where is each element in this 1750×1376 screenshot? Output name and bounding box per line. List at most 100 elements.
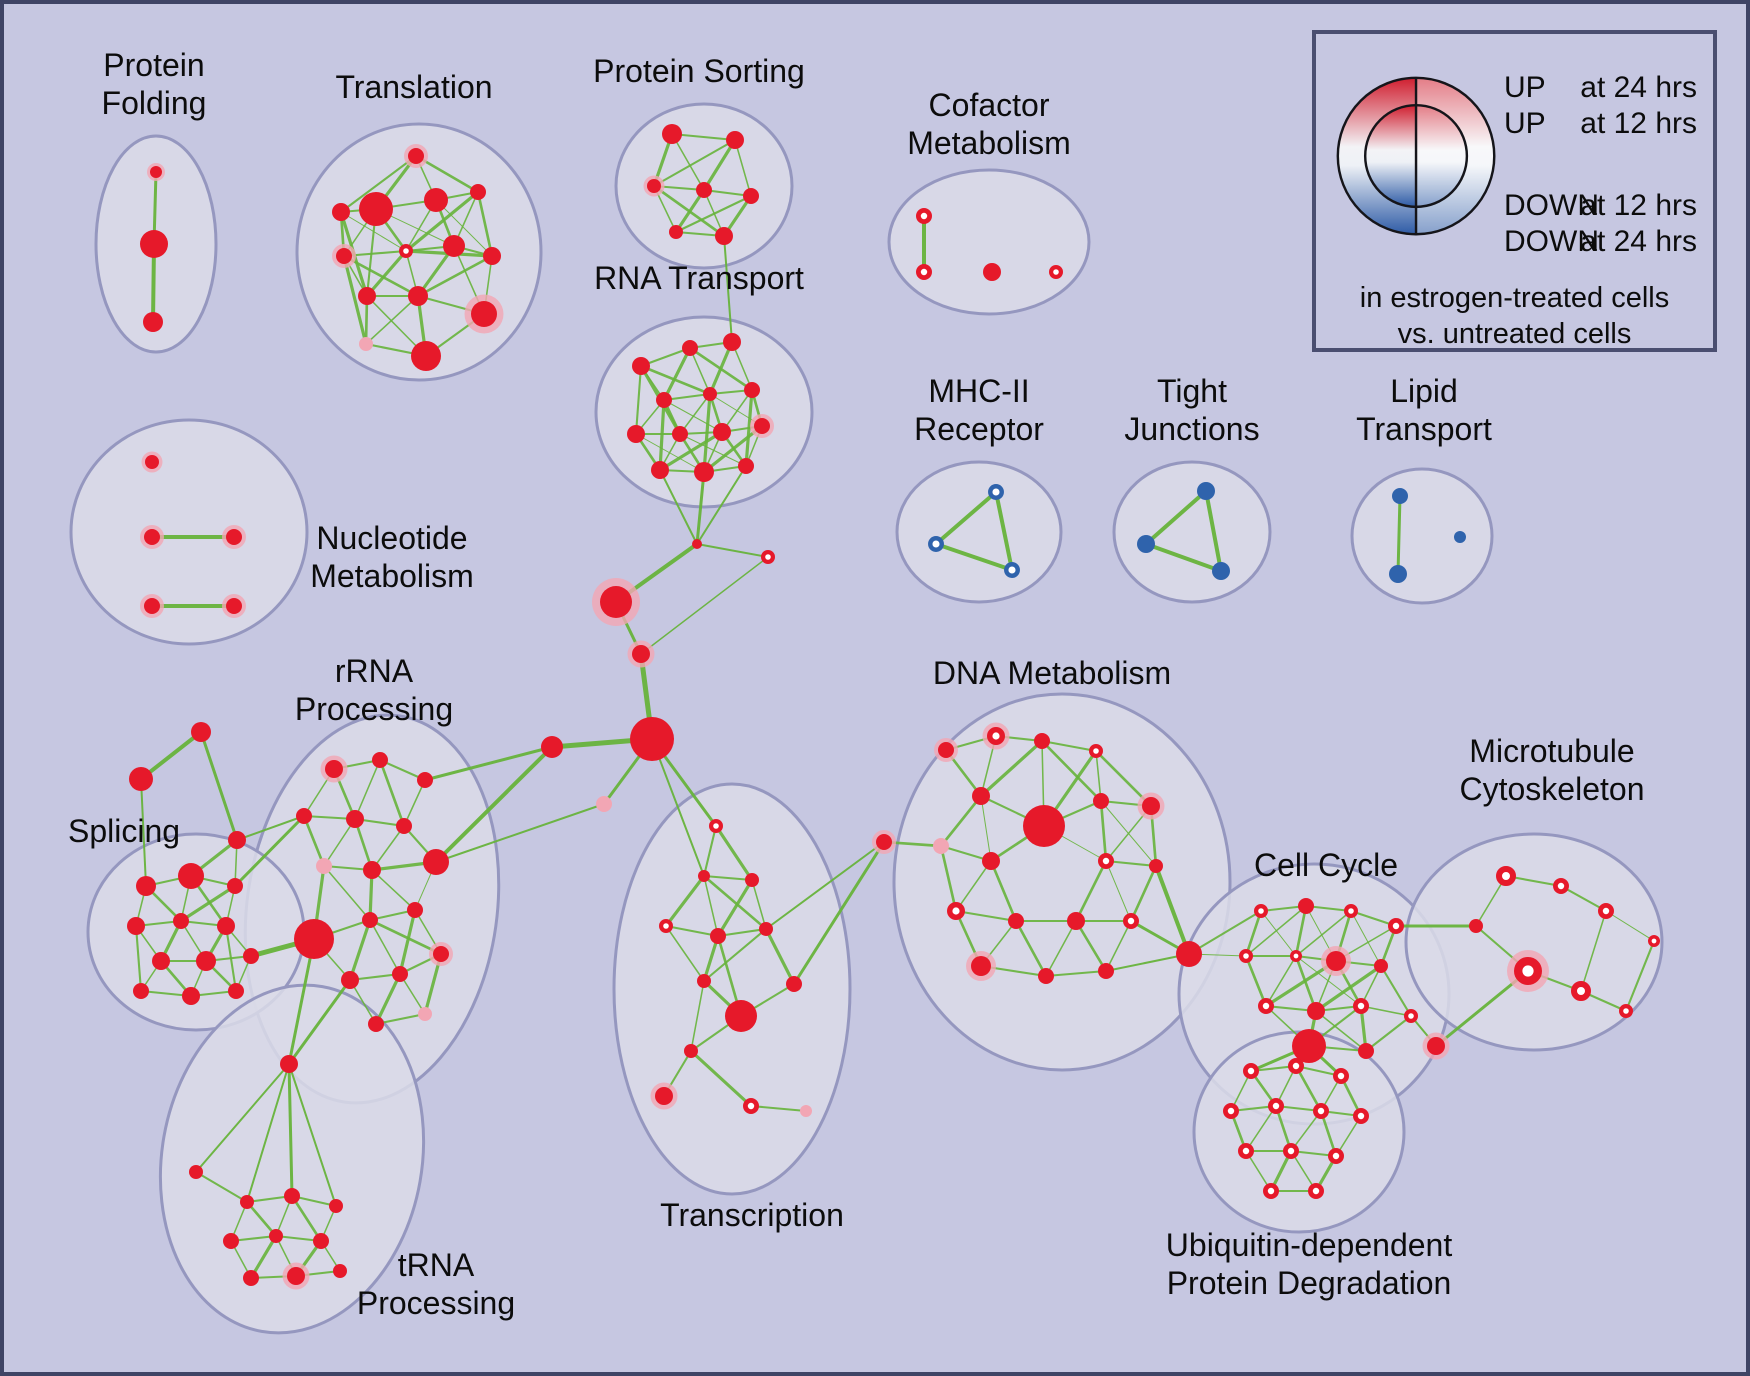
network-edge	[342, 254, 368, 346]
gene-node-solid	[243, 1270, 259, 1286]
network-edge	[764, 927, 796, 986]
legend-direction: UP	[1504, 107, 1546, 140]
cluster-label-protein-folding: Protein	[103, 47, 204, 83]
gene-node-solid	[715, 227, 733, 245]
gene-node-solid	[269, 1229, 283, 1243]
gene-node-blue	[1389, 565, 1407, 583]
gene-node-halo	[222, 594, 246, 618]
gene-node-solid	[189, 1165, 203, 1179]
network-edge	[195, 1063, 290, 1173]
network-edge	[287, 1062, 294, 1198]
gene-node-solid	[143, 312, 163, 332]
network-edge	[696, 465, 747, 545]
network-edge	[179, 884, 237, 923]
gene-node-solid	[240, 1195, 254, 1209]
network-edge	[703, 875, 719, 937]
cluster-label-lipid-transport: Lipid	[1390, 373, 1458, 409]
network-edge	[652, 138, 737, 188]
gene-node-ringhalo	[1507, 950, 1549, 992]
gene-node-solid	[362, 912, 378, 928]
gene-node-ring	[1123, 913, 1140, 930]
gene-node-solid	[1067, 912, 1085, 930]
gene-node-solid	[698, 870, 710, 882]
gene-node-ring	[1618, 1003, 1633, 1018]
gene-node-halo	[934, 738, 958, 762]
gene-node-ring	[658, 918, 673, 933]
node-layer	[127, 124, 1661, 1290]
gene-node-solid	[1093, 793, 1109, 809]
gene-node-solid	[1008, 913, 1024, 929]
gene-node-solid	[341, 971, 359, 989]
gene-node-ring	[1253, 903, 1268, 918]
network-edge	[378, 758, 406, 828]
network-edge	[765, 841, 885, 930]
cluster-label-tight-junctions: Tight	[1157, 373, 1227, 409]
network-edge	[708, 340, 734, 396]
gene-node-ring	[1333, 1068, 1350, 1085]
network-edge	[416, 254, 494, 298]
network-edge	[939, 844, 958, 913]
cluster-label-ubiquitin-degradation: Ubiquitin-dependent	[1166, 1227, 1453, 1263]
gene-node-halo	[750, 414, 774, 438]
network-edge	[1360, 1005, 1412, 1017]
cluster-ellipse-nucleotide-metabolism	[69, 418, 309, 646]
gene-node-solid	[1374, 959, 1388, 973]
gene-node-solid	[703, 387, 717, 401]
network-edge	[664, 924, 720, 938]
network-edge	[339, 154, 418, 214]
gene-node-ring	[1223, 1103, 1240, 1120]
network-edge	[342, 254, 420, 298]
network-edge	[702, 927, 768, 983]
network-edge	[1154, 864, 1191, 956]
gene-node-solid	[223, 1233, 239, 1249]
gene-node-blue	[1137, 535, 1155, 553]
gene-node-ringhalo	[982, 722, 1010, 750]
network-edge	[371, 869, 416, 911]
cluster-label-trna-processing: Processing	[357, 1285, 515, 1321]
network-edge	[1187, 909, 1263, 956]
cluster-label-transcription: Transcription	[660, 1197, 844, 1233]
gene-node-solid	[692, 539, 702, 549]
cluster-label-rna-transport: RNA Transport	[594, 260, 804, 296]
gene-node-bluering	[1004, 562, 1020, 578]
gene-node-solid	[684, 1044, 698, 1058]
cluster-label-translation: Translation	[335, 69, 492, 105]
network-edge	[288, 1063, 337, 1207]
network-edge	[749, 1104, 808, 1113]
legend-time: at 24 hrs	[1580, 71, 1697, 104]
network-edge	[1244, 909, 1263, 958]
gene-node-solid	[392, 966, 408, 982]
cluster-label-tight-junctions: Junctions	[1124, 411, 1259, 447]
network-edge	[1260, 910, 1297, 957]
network-edge	[689, 1049, 753, 1108]
gene-node-solid	[296, 808, 312, 824]
network-edge	[1396, 494, 1402, 576]
network-edge	[374, 1012, 427, 1026]
gene-node-solid	[294, 919, 334, 959]
network-edge	[640, 556, 769, 655]
network-edge	[702, 424, 764, 474]
gene-node-solid	[313, 1233, 329, 1249]
gene-node-solid	[140, 230, 168, 258]
legend-direction: DOWN	[1504, 189, 1599, 222]
network-edge	[134, 924, 143, 993]
gene-node-solid	[1298, 898, 1314, 914]
network-edge	[1295, 910, 1352, 957]
legend-direction: DOWN	[1504, 225, 1599, 258]
gene-node-solid	[333, 1264, 347, 1278]
gene-node-ring	[1313, 1103, 1330, 1120]
gene-node-ring	[1243, 1063, 1260, 1080]
gene-node-solid	[423, 849, 449, 875]
cluster-ellipse-cofactor-metabolism	[887, 168, 1091, 316]
legend-time: at 24 hrs	[1580, 225, 1697, 258]
gene-node-solid	[632, 357, 650, 375]
network-edge	[233, 814, 306, 888]
cluster-ellipse-mhc-ii-receptor	[895, 460, 1063, 604]
gene-node-solid	[738, 458, 754, 474]
gene-node-halo	[147, 163, 165, 181]
gene-node-solid	[417, 772, 433, 788]
network-edge	[323, 865, 371, 921]
gene-node-halo	[592, 578, 640, 626]
